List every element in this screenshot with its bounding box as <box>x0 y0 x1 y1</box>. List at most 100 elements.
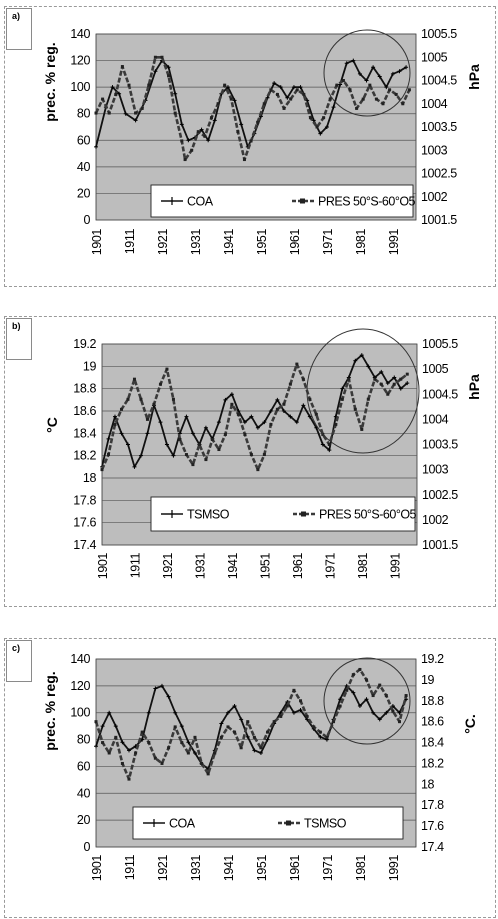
x-tick-label: 1961 <box>288 855 302 882</box>
data-point-cross <box>351 58 356 63</box>
data-point-cross <box>364 697 369 702</box>
legend-marker <box>286 820 291 826</box>
data-point-square <box>165 367 169 371</box>
data-point-square <box>106 453 110 457</box>
data-point-square <box>230 402 234 406</box>
data-point-cross <box>272 81 277 86</box>
y-tick-label: 40 <box>77 786 91 800</box>
y-tick-label: 140 <box>70 27 90 41</box>
y-tick-label: 18.2 <box>73 449 96 463</box>
data-point-square <box>191 463 195 467</box>
legend-label: COA <box>187 195 214 209</box>
y-tick-label: 120 <box>70 54 90 68</box>
data-point-cross <box>94 144 98 149</box>
x-tick-label: 1921 <box>156 855 170 882</box>
data-point-cross <box>404 65 409 70</box>
data-point-square <box>262 102 266 106</box>
x-tick-label: 1981 <box>356 553 370 580</box>
chart-panel-a: a) 0 20 40 60 80 100 120 140 1001.5 1002 1002.5 100… <box>4 6 496 287</box>
annotation-circle <box>306 328 420 454</box>
y-tick-label: 18.4 <box>73 426 96 440</box>
data-point-cross <box>285 95 290 100</box>
panel-tag: c) <box>6 640 32 682</box>
data-point-square <box>252 735 256 739</box>
data-point-square <box>288 382 292 386</box>
data-point-cross <box>186 740 191 745</box>
x-tick-label: 1901 <box>96 553 110 580</box>
data-point-cross <box>184 414 189 419</box>
data-point-square <box>243 432 247 436</box>
data-point-square <box>374 97 378 101</box>
series-line-solid <box>95 685 407 771</box>
data-point-cross <box>268 409 273 413</box>
data-point-cross <box>301 403 306 408</box>
data-point-square <box>140 106 144 110</box>
data-point-square <box>200 761 204 765</box>
data-point-square <box>256 468 260 472</box>
data-point-square <box>204 458 208 462</box>
data-point-cross <box>318 131 323 136</box>
y-tick-label: 18.8 <box>73 382 96 396</box>
data-point-cross <box>291 85 296 90</box>
chart-panel-b: b) 17.4 17.6 17.8 18 18.2 18.4 18.6 18.8 19 19.2 1… <box>4 316 496 607</box>
data-point-square <box>381 102 385 106</box>
y2-tick-label: 1001.5 <box>421 213 457 227</box>
data-point-square <box>292 688 296 692</box>
data-point-square <box>366 397 370 401</box>
data-point-cross <box>340 386 345 391</box>
data-point-cross <box>385 381 390 386</box>
data-point-cross <box>318 734 323 739</box>
y2-tick-label: 1004.5 <box>421 74 457 88</box>
data-point-square <box>305 714 309 718</box>
data-point-square <box>302 92 306 96</box>
data-point-square <box>399 377 403 381</box>
data-point-cross <box>153 686 158 691</box>
data-point-square <box>145 417 149 421</box>
y2-tick-label: 1005.5 <box>421 27 457 41</box>
data-point-cross <box>153 69 158 74</box>
data-point-cross <box>353 358 358 363</box>
data-point-square <box>183 158 187 162</box>
legend-label: COA <box>169 817 196 831</box>
y-tick-label: 100 <box>70 706 90 720</box>
legend-box <box>150 496 416 532</box>
data-point-cross <box>371 65 376 70</box>
y-tick-label: 17.8 <box>73 493 96 507</box>
data-point-cross <box>179 724 184 729</box>
data-point-cross <box>397 710 402 715</box>
data-point-cross <box>203 425 208 430</box>
data-point-square <box>285 704 289 708</box>
data-point-square <box>341 79 345 82</box>
data-point-cross <box>331 105 336 110</box>
y2-tick-label: 17.8 <box>421 798 444 812</box>
data-point-square <box>398 720 402 724</box>
data-point-square <box>308 116 312 120</box>
x-tick-label: 1951 <box>258 553 272 580</box>
data-point-cross <box>397 69 402 74</box>
data-point-square <box>275 92 279 96</box>
data-point-square <box>256 120 260 124</box>
data-point-cross <box>186 138 191 143</box>
data-point-square <box>119 407 123 411</box>
data-point-square <box>355 106 359 110</box>
data-point-cross <box>166 694 171 699</box>
y2-tick-label: 1004.5 <box>422 387 458 401</box>
y-tick-label: 80 <box>77 733 91 747</box>
x-tick-label: 1941 <box>222 229 236 256</box>
x-tick-label: 1931 <box>189 855 203 882</box>
data-point-square <box>361 97 365 101</box>
data-point-cross <box>94 744 98 749</box>
data-point-square <box>171 397 175 401</box>
data-point-square <box>101 97 105 101</box>
data-point-cross <box>320 442 325 447</box>
x-tick-label: 1971 <box>323 553 337 580</box>
y2-axis-label: hPa <box>466 374 482 400</box>
data-point-cross <box>138 453 143 458</box>
x-tick-label: 1941 <box>222 855 236 882</box>
data-point-square <box>127 83 131 87</box>
data-point-cross <box>281 409 286 413</box>
data-point-cross <box>245 734 250 739</box>
data-point-square <box>340 397 344 401</box>
data-point-cross <box>199 127 204 132</box>
data-point-square <box>360 427 364 431</box>
